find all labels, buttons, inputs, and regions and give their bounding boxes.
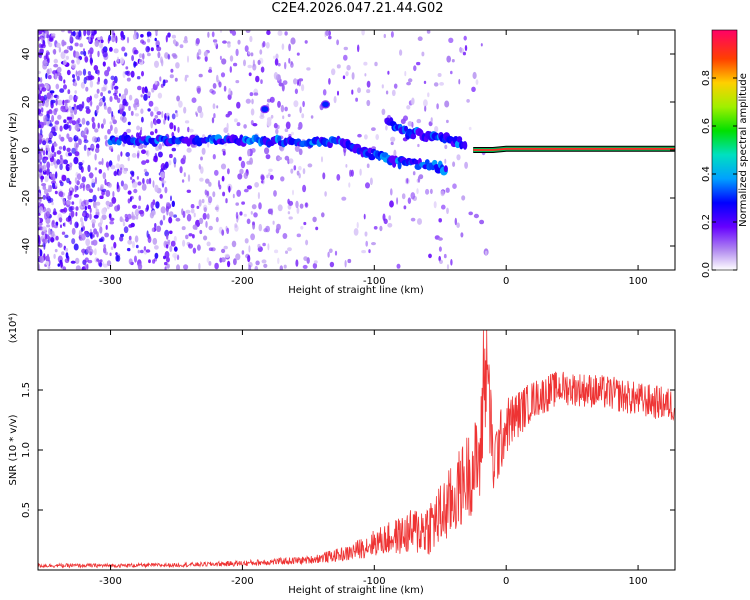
snr-y-scale-label: (x10⁴) (8, 313, 19, 344)
y-tick-label: -40 (21, 238, 32, 254)
y-tick-label: 0.5 (21, 502, 32, 518)
x-tick-label: 100 (629, 276, 648, 287)
snr-frame (37, 329, 676, 571)
carrier-track-split-lower (345, 140, 448, 176)
x-tick-label: -200 (231, 576, 254, 587)
colorbar-ticks: 0.0 0.2 0.4 0.6 0.8 (701, 70, 737, 278)
snr-x-label: Height of straight line (km) (288, 585, 424, 596)
colorbar-tick-label: 0.4 (701, 166, 712, 182)
y-tick-label: 0 (21, 147, 32, 153)
x-tick-label: 0 (503, 276, 509, 287)
spectrogram-y-label: Frequency (Hz) (8, 112, 19, 188)
snr-plot-area (38, 330, 675, 569)
y-tick-label: -20 (21, 190, 32, 206)
colorbar: 0.0 0.2 0.4 0.6 0.8 Normalized spectral ampl… (701, 29, 749, 278)
colorbar-label: Normalized spectral amplitude (738, 73, 749, 227)
spectrogram-plot-area (38, 30, 675, 270)
y-tick-label: 1.0 (21, 442, 32, 458)
colorbar-tick-label: 0.0 (701, 262, 712, 278)
spike-1 (260, 105, 270, 114)
carrier-track-split-upper (384, 117, 468, 150)
spectrogram-x-axis: -300 -200 -100 0 100 (99, 30, 648, 287)
carrier-track-left (107, 134, 351, 149)
x-tick-label: -100 (363, 576, 386, 587)
spectrogram-y-axis: -40 -20 0 20 40 (21, 48, 675, 254)
x-tick-label: -300 (99, 276, 122, 287)
x-tick-label: -200 (231, 276, 254, 287)
x-tick-label: 100 (629, 576, 648, 587)
x-tick-label: -100 (363, 276, 386, 287)
colorbar-gradient (711, 29, 738, 271)
snr-series-line (38, 330, 675, 569)
colorbar-tick-label: 0.8 (701, 70, 712, 86)
snr-y-label: SNR (10 * v/v) (8, 414, 19, 485)
snr-panel: -300 -200 -100 0 100 0.5 1.0 1.5 Height of str… (8, 313, 676, 596)
snr-y-axis: 0.5 1.0 1.5 (21, 382, 675, 518)
x-tick-label: -300 (99, 576, 122, 587)
x-tick-label: 0 (503, 576, 509, 587)
y-tick-label: 1.5 (21, 382, 32, 398)
spike-2 (320, 100, 331, 109)
snr-x-axis: -300 -200 -100 0 100 (99, 330, 648, 587)
spectrogram-x-label: Height of straight line (km) (288, 285, 424, 296)
figure-title: C2E4.2026.047.21.44.G02 (271, 1, 444, 16)
y-tick-label: 40 (21, 48, 32, 61)
colorbar-tick-label: 0.2 (701, 214, 712, 230)
y-tick-label: 20 (21, 96, 32, 109)
colorbar-tick-label: 0.6 (701, 118, 712, 134)
carrier-line (473, 145, 675, 153)
noise-speckles (38, 30, 489, 270)
